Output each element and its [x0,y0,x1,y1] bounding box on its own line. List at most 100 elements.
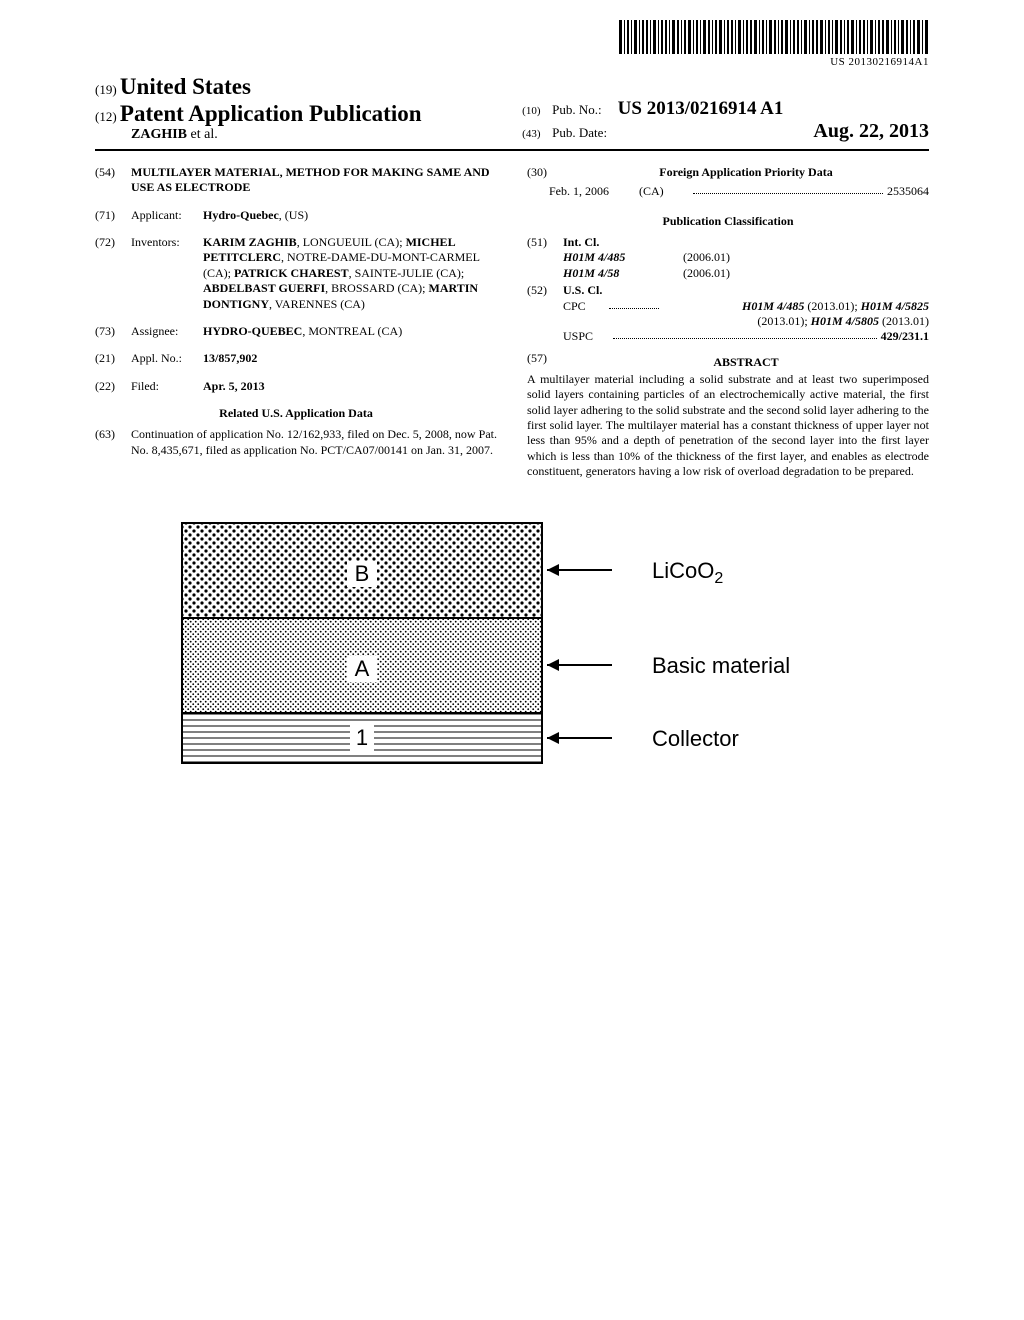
cpc-row: CPC H01M 4/485 (2013.01); H01M 4/5825 [563,299,929,314]
field-72-inventors: (72) Inventors: KARIM ZAGHIB, LONGUEUIL … [95,235,497,312]
field-22-filed: (22) Filed: Apr. 5, 2013 [95,379,497,394]
author-surname: ZAGHIB [131,127,187,142]
annotation-b: LiCoO2 [652,558,723,587]
field-num: (72) [95,235,131,312]
title-text: MULTILAYER MATERIAL, METHOD FOR MAKING S… [131,165,497,196]
field-num: (30) [527,165,563,180]
field-num: (63) [95,427,131,458]
uspc-row: USPC 429/231.1 [563,329,929,344]
uspc-value: 429/231.1 [881,329,929,344]
foreign-cc: (CA) [639,184,689,199]
field-label: Inventors: [131,235,203,312]
intcl-row: H01M 4/58 (2006.01) [563,266,929,281]
field-57-abstract-heading: (57) ABSTRACT [527,351,929,372]
pubdate-label: Pub. Date: [552,125,607,141]
field-num: (73) [95,324,131,339]
field-51-intcl: (51) Int. Cl. H01M 4/485 (2006.01) H01M … [527,235,929,281]
arrow-1 [547,732,612,744]
uscl-label: U.S. Cl. [563,283,929,298]
dotted-leader [613,329,877,339]
paren-12: (12) [95,109,117,124]
inventor-location: , SAINTE-JULIE (CA); [349,266,465,280]
uspc-lead: USPC [563,329,609,344]
cpc-year: (2013.01) [879,314,929,328]
field-21-applno: (21) Appl. No.: 13/857,902 [95,351,497,366]
paren-19: (19) [95,82,117,97]
foreign-priority-row: Feb. 1, 2006 (CA) 2535064 [549,184,929,199]
applicant-rest: , (US) [279,208,308,222]
figure: B A 1 LiCoO2 Basic material [95,513,929,813]
field-num: (71) [95,208,131,223]
inventors-list: KARIM ZAGHIB, LONGUEUIL (CA); MICHEL PET… [203,235,497,312]
inventor-name: ABDELBAST GUERFI [203,281,325,295]
foreign-date: Feb. 1, 2006 [549,184,639,199]
arrow-a [547,659,612,671]
dotted-leader [693,184,883,194]
pubno-label: Pub. No.: [552,102,601,118]
label-a: A [355,656,370,681]
annotation-a: Basic material [652,653,790,678]
inventor-location: , LONGUEUIL (CA); [297,235,406,249]
cpc-code: H01M 4/485 [742,299,804,313]
assignee-rest: , MONTREAL (CA) [302,324,402,338]
field-num: (52) [527,283,563,344]
cpc-code: H01M 4/5805 [811,314,879,328]
cpc-year: (2013.01); [757,314,810,328]
cpc-lead: CPC [563,299,609,314]
inventor-name: KARIM ZAGHIB [203,235,297,249]
applno-value: 13/857,902 [203,351,257,365]
intcl-row: H01M 4/485 (2006.01) [563,250,929,265]
intcl-year: (2006.01) [683,266,730,281]
country: United States [120,74,251,99]
pubno-value: US 2013/0216914 A1 [618,98,784,120]
cpc-code: H01M 4/5825 [861,299,929,313]
publication-type: Patent Application Publication [120,101,422,126]
field-num: (22) [95,379,131,394]
inventor-location: , VARENNES (CA) [269,297,365,311]
pubclass-heading: Publication Classification [527,214,929,229]
field-30-foreign: (30) Foreign Application Priority Data [527,165,929,180]
continuation-text: Continuation of application No. 12/162,9… [131,427,497,458]
cpc-year: (2013.01); [804,299,860,313]
intcl-label: Int. Cl. [563,235,929,250]
intcl-code: H01M 4/485 [563,250,683,265]
label-b: B [355,561,370,586]
field-52-uscl: (52) U.S. Cl. CPC H01M 4/485 (2013.01); … [527,283,929,344]
field-label: Assignee: [131,324,203,339]
paren-43: (43) [522,128,552,140]
field-num: (21) [95,351,131,366]
field-label: Filed: [131,379,203,394]
field-num: (51) [527,235,563,281]
assignee-name: HYDRO-QUEBEC [203,324,302,338]
abstract-text: A multilayer material including a solid … [527,372,929,480]
right-column: (30) Foreign Application Priority Data F… [527,165,929,479]
foreign-appnum: 2535064 [887,184,929,199]
field-54-title: (54) MULTILAYER MATERIAL, METHOD FOR MAK… [95,165,497,196]
field-num: (54) [95,165,131,196]
barcode-region: US 20130216914A1 [95,20,929,70]
pubdate-value: Aug. 22, 2013 [813,120,929,143]
label-1: 1 [356,725,368,750]
barcode-text: US 20130216914A1 [619,56,929,68]
abstract-heading: ABSTRACT [563,355,929,370]
filed-value: Apr. 5, 2013 [203,379,265,393]
field-73-assignee: (73) Assignee: HYDRO-QUEBEC, MONTREAL (C… [95,324,497,339]
foreign-heading: Foreign Application Priority Data [563,165,929,180]
related-heading: Related U.S. Application Data [95,406,497,421]
annotation-1: Collector [652,726,739,751]
inventor-name: PATRICK CHAREST [234,266,349,280]
field-71-applicant: (71) Applicant: Hydro-Quebec, (US) [95,208,497,223]
left-column: (54) MULTILAYER MATERIAL, METHOD FOR MAK… [95,165,497,479]
dotted-leader [609,299,659,309]
field-num: (57) [527,351,563,372]
barcode: US 20130216914A1 [619,20,929,68]
author-suffix: et al. [191,127,218,142]
intcl-year: (2006.01) [683,250,730,265]
arrow-b [547,564,612,576]
header: (19) United States (12) Patent Applicati… [95,74,929,151]
cpc-row-2: (2013.01); H01M 4/5805 (2013.01) [563,314,929,329]
applicant-name: Hydro-Quebec [203,208,279,222]
intcl-code: H01M 4/58 [563,266,683,281]
field-label: Appl. No.: [131,351,203,366]
field-label: Applicant: [131,208,203,223]
